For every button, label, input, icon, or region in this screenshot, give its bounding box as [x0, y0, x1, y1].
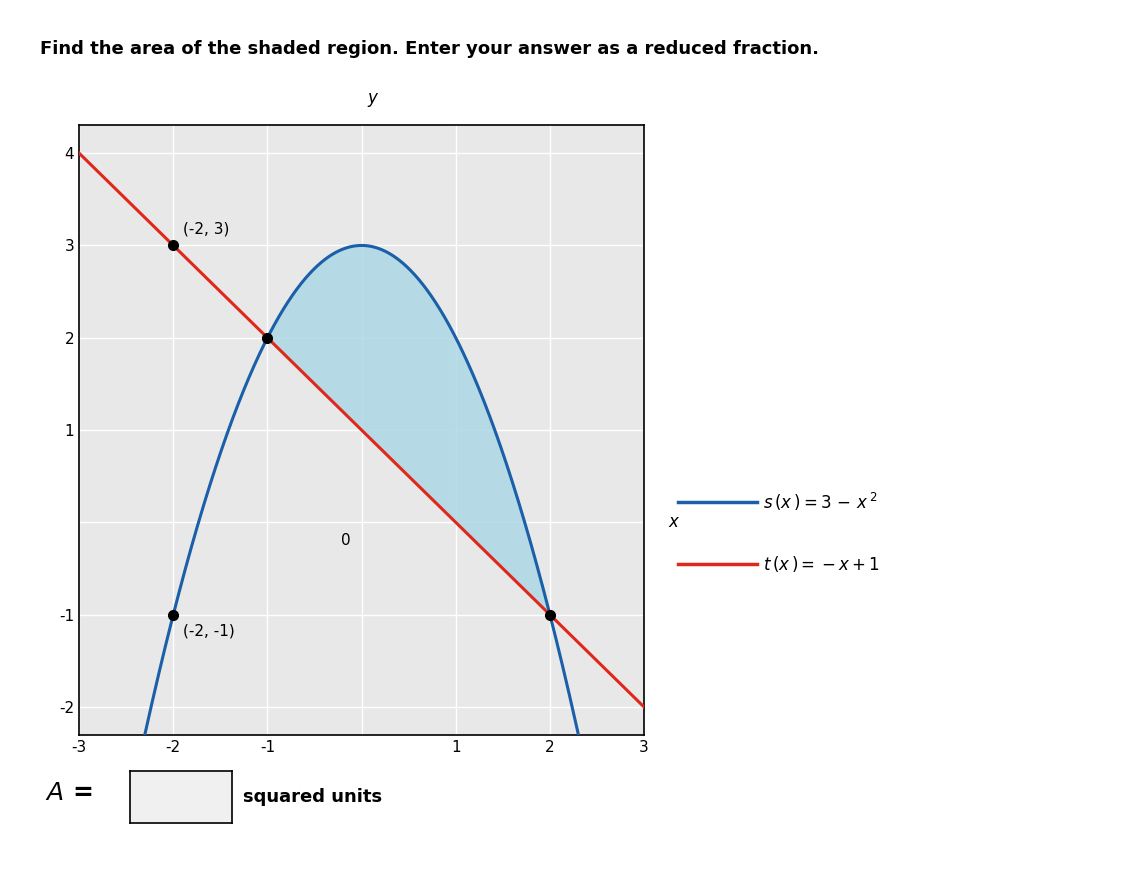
Text: $t\,(x\,)=-x+1$: $t\,(x\,)=-x+1$: [763, 555, 879, 574]
Text: squared units: squared units: [243, 788, 382, 806]
Text: $A$ =: $A$ =: [45, 781, 93, 805]
Text: 0: 0: [340, 533, 350, 548]
Text: $y$: $y$: [366, 90, 380, 108]
Text: (-2, 3): (-2, 3): [183, 221, 229, 237]
Text: Find the area of the shaded region. Enter your answer as a reduced fraction.: Find the area of the shaded region. Ente…: [40, 40, 818, 58]
Text: (-2, -1): (-2, -1): [183, 624, 234, 639]
Text: $x$: $x$: [668, 513, 680, 531]
Text: $s\,(x\,)=3\,-\,x\,^{2}$: $s\,(x\,)=3\,-\,x\,^{2}$: [763, 491, 877, 513]
